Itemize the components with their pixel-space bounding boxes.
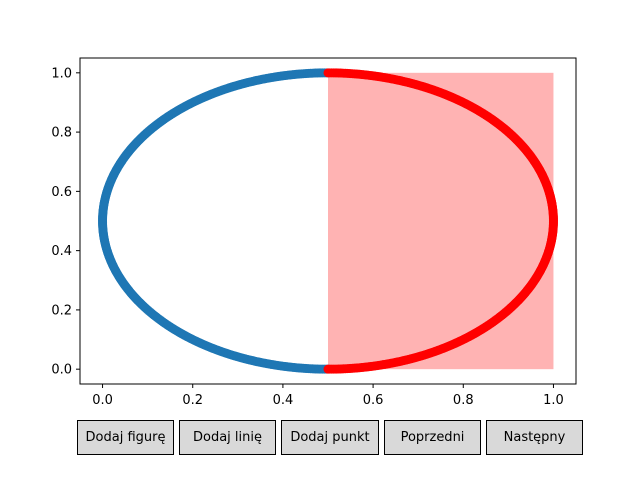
y-tick-label: 0.0: [51, 363, 72, 378]
next-button[interactable]: Następny: [486, 420, 583, 455]
y-tick-label: 0.8: [51, 126, 72, 141]
x-tick-label: 0.6: [363, 393, 384, 408]
add-point-button[interactable]: Dodaj punkt: [281, 420, 379, 455]
add-line-button[interactable]: Dodaj linię: [179, 420, 276, 455]
previous-button[interactable]: Poprzedni: [384, 420, 481, 455]
plot-area: [328, 72, 554, 370]
scatter-marks: [98, 68, 558, 374]
y-tick-label: 1.0: [51, 66, 72, 81]
add-figure-button[interactable]: Dodaj figurę: [77, 420, 174, 455]
x-tick-label: 0.8: [453, 393, 474, 408]
shaded-region: [328, 72, 554, 370]
x-tick-label: 0.0: [92, 393, 113, 408]
x-tick-label: 0.2: [182, 393, 203, 408]
y-tick-label: 0.6: [51, 185, 72, 200]
y-tick-label: 0.4: [51, 244, 72, 259]
x-tick-label: 1.0: [543, 393, 564, 408]
series-left-half: [98, 68, 333, 374]
series-right-half: [323, 68, 558, 374]
y-tick-label: 0.2: [51, 303, 72, 318]
axis-ticks: 0.0 0.2 0.4 0.6 0.8 1.0 0.0 0.2 0.4 0.6 0.8 1.0: [51, 66, 563, 408]
x-tick-label: 0.4: [273, 393, 294, 408]
axes-frame: [79, 57, 577, 385]
scatter-point: [323, 68, 333, 78]
